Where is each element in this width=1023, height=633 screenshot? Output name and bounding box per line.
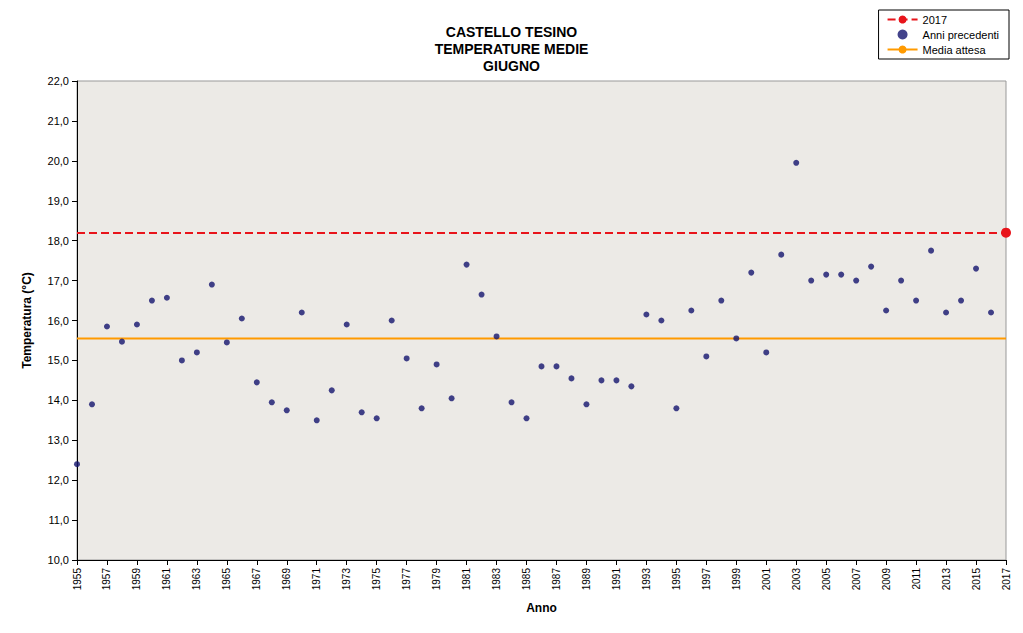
svg-text:1979: 1979 [431, 568, 442, 591]
svg-text:1985: 1985 [521, 568, 532, 591]
svg-text:1977: 1977 [401, 568, 412, 591]
svg-text:1965: 1965 [221, 568, 232, 591]
svg-text:18,0: 18,0 [48, 235, 69, 247]
svg-text:1967: 1967 [251, 568, 262, 591]
svg-text:15,0: 15,0 [48, 354, 69, 366]
svg-text:1961: 1961 [161, 568, 172, 591]
svg-text:1973: 1973 [341, 568, 352, 591]
svg-text:1981: 1981 [461, 568, 472, 591]
svg-text:1969: 1969 [281, 568, 292, 591]
svg-text:11,0: 11,0 [48, 514, 69, 526]
svg-text:2013: 2013 [941, 568, 952, 591]
svg-text:2017: 2017 [923, 14, 947, 26]
svg-text:2007: 2007 [851, 568, 862, 591]
svg-text:1971: 1971 [311, 568, 322, 591]
svg-text:2009: 2009 [881, 568, 892, 591]
svg-text:13,0: 13,0 [48, 434, 69, 446]
svg-text:1959: 1959 [131, 568, 142, 591]
svg-text:1975: 1975 [371, 568, 382, 591]
svg-text:Anno: Anno [526, 601, 557, 615]
svg-text:Temperatura (°C): Temperatura (°C) [20, 272, 34, 369]
svg-text:2017: 2017 [1001, 568, 1012, 591]
svg-text:21,0: 21,0 [48, 115, 69, 127]
svg-text:Anni precedenti: Anni precedenti [923, 29, 999, 41]
svg-text:TEMPERATURE MEDIE: TEMPERATURE MEDIE [435, 41, 589, 57]
svg-text:16,0: 16,0 [48, 315, 69, 327]
svg-text:1989: 1989 [581, 568, 592, 591]
svg-text:2015: 2015 [971, 568, 982, 591]
svg-text:CASTELLO TESINO: CASTELLO TESINO [446, 24, 578, 40]
svg-text:1987: 1987 [551, 568, 562, 591]
svg-text:1955: 1955 [72, 568, 83, 591]
svg-text:19,0: 19,0 [48, 195, 69, 207]
svg-text:1963: 1963 [191, 568, 202, 591]
svg-text:1993: 1993 [641, 568, 652, 591]
svg-text:GIUGNO: GIUGNO [483, 58, 540, 74]
svg-text:1957: 1957 [101, 568, 112, 591]
svg-text:22,0: 22,0 [48, 75, 69, 87]
svg-text:14,0: 14,0 [48, 394, 69, 406]
svg-text:2011: 2011 [911, 568, 922, 590]
svg-text:1983: 1983 [491, 568, 502, 591]
svg-text:1999: 1999 [731, 568, 742, 591]
svg-text:1991: 1991 [611, 568, 622, 591]
svg-text:10,0: 10,0 [48, 554, 69, 566]
svg-text:17,0: 17,0 [48, 275, 69, 287]
svg-text:Media attesa: Media attesa [923, 44, 987, 56]
svg-text:20,0: 20,0 [48, 155, 69, 167]
svg-text:12,0: 12,0 [48, 474, 69, 486]
svg-text:2005: 2005 [821, 568, 832, 591]
svg-text:1997: 1997 [701, 568, 712, 591]
svg-text:2003: 2003 [791, 568, 802, 591]
svg-text:2001: 2001 [761, 568, 772, 591]
svg-text:1995: 1995 [671, 568, 682, 591]
